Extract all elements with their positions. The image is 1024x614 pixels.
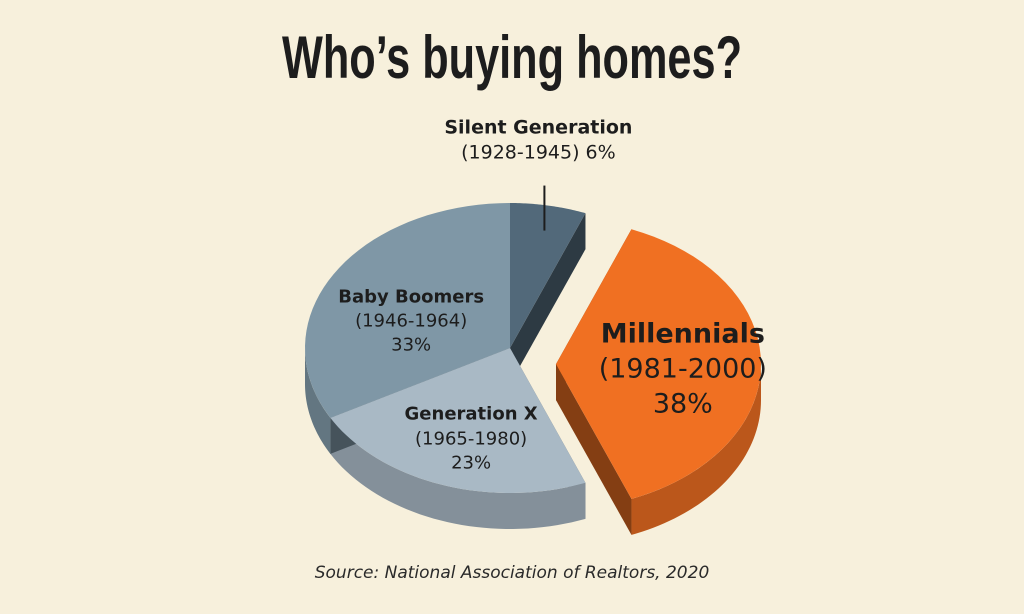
slice-label: Silent Generation (1928-1945) 6% [444,115,632,166]
category-label: Generation X [404,403,538,425]
category-label: Silent Generation [444,115,633,138]
slice-top [510,203,586,348]
slice-side [305,348,331,454]
value-label: 38% [652,388,713,420]
slice-side [631,364,761,535]
year-label: (1928-1945) [461,141,580,164]
slice [510,213,586,384]
year-label: (1981-2000) [598,353,767,385]
category-label: Millennials [600,318,765,350]
year-label: (1946-1964) [355,310,468,332]
chart-title: Who’s buying homes? [282,24,742,91]
slice-side [330,417,586,529]
slice-wall [556,364,632,535]
slice-label: Baby Boomers (1946-1964) 33% [336,285,486,358]
value-label: 33% [391,334,432,356]
source: Source: National Association of Realtors… [315,563,710,583]
category-label: Baby Boomers [338,286,485,308]
year-label: (1965-1980) [415,428,528,450]
slice-top [556,229,761,499]
slice-top [305,203,510,418]
slice-top [330,348,586,493]
slice-label: Generation X (1965-1980) 23% [396,403,546,476]
value-label: 6% [585,141,616,164]
label-line: (1928-1945) 6% [444,141,632,167]
pie-tops [305,203,761,499]
slice-label: Millennials (1981-2000) 38% [573,316,793,421]
value-label: 23% [451,452,492,474]
slice-wall [510,213,586,384]
